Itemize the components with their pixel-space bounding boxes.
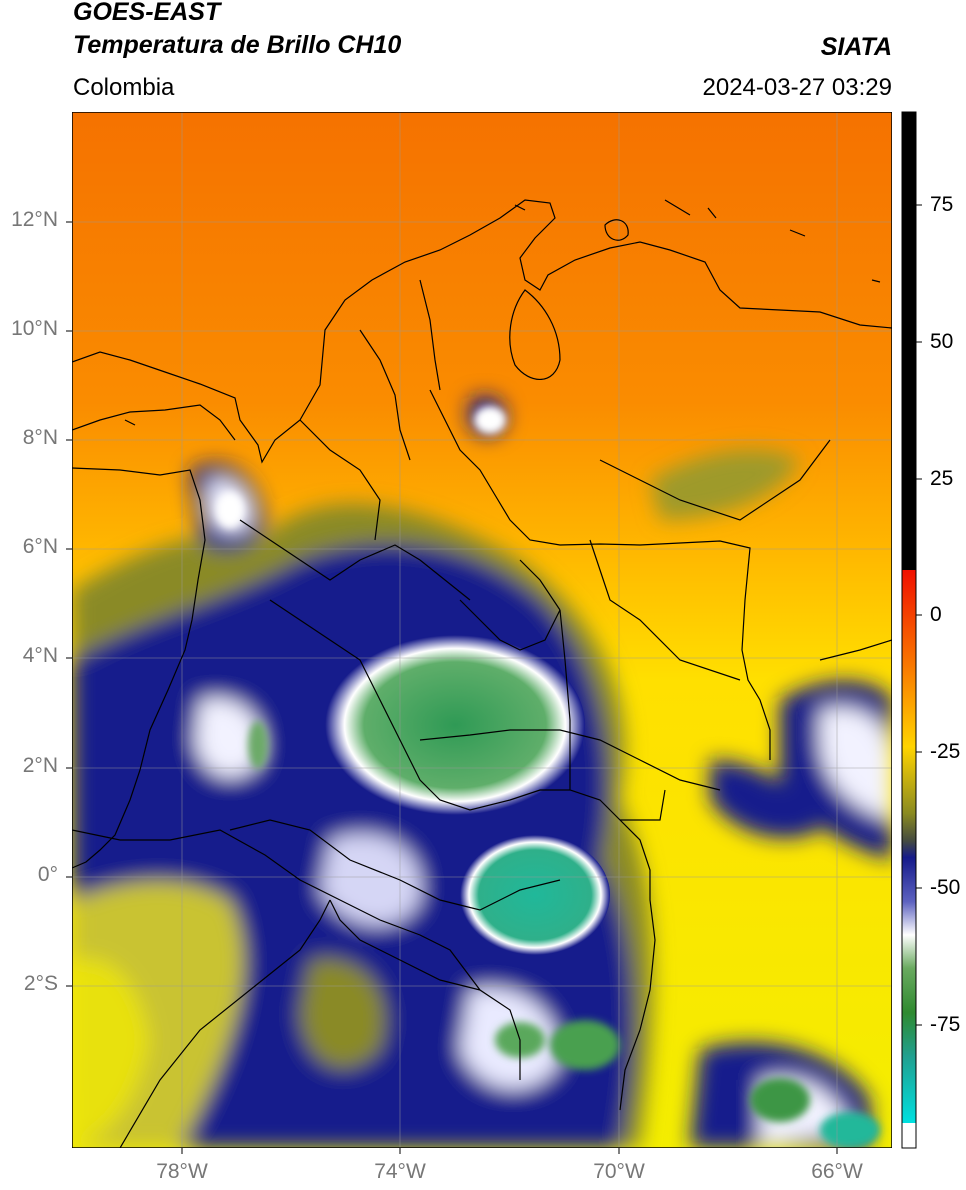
coastlines-borders [72, 199, 892, 1148]
colorbar-label-50: 50 [930, 330, 954, 353]
lon-label-70w: 70°W [593, 1160, 645, 1183]
colorbar-label-75: 75 [930, 193, 954, 216]
title-product: Temperatura de Brillo CH10 [73, 31, 402, 59]
colorbar-label-neg75: -75 [930, 1013, 961, 1036]
title-region: Colombia [73, 74, 175, 101]
gridlines [72, 112, 892, 1148]
agency-label: SIATA [820, 33, 892, 61]
lon-label-74w: 74°W [374, 1160, 426, 1183]
lat-label-0: 0° [37, 863, 58, 886]
axis-ticks [66, 221, 838, 1154]
colorbar-label-neg25: -25 [930, 740, 961, 763]
lat-label-2s: 2°S [23, 972, 58, 995]
lat-label-8n: 8°N [22, 426, 58, 449]
lat-label-6n: 6°N [22, 535, 58, 558]
lon-label-66w: 66°W [811, 1160, 863, 1183]
brightness-temperature-map [72, 112, 892, 1148]
lon-label-78w: 78°W [156, 1160, 208, 1183]
lat-label-12n: 12°N [11, 208, 58, 231]
colorbar-label-neg50: -50 [930, 876, 961, 899]
colorbar-label-0: 0 [930, 603, 942, 626]
colorbar [901, 111, 922, 1149]
colorbar-label-25: 25 [930, 467, 954, 490]
lat-label-10n: 10°N [11, 317, 58, 340]
title-satellite: GOES-EAST [73, 0, 221, 26]
timestamp-label: 2024-03-27 03:29 [702, 74, 893, 101]
lat-label-2n: 2°N [22, 754, 58, 777]
lat-label-4n: 4°N [22, 644, 58, 667]
